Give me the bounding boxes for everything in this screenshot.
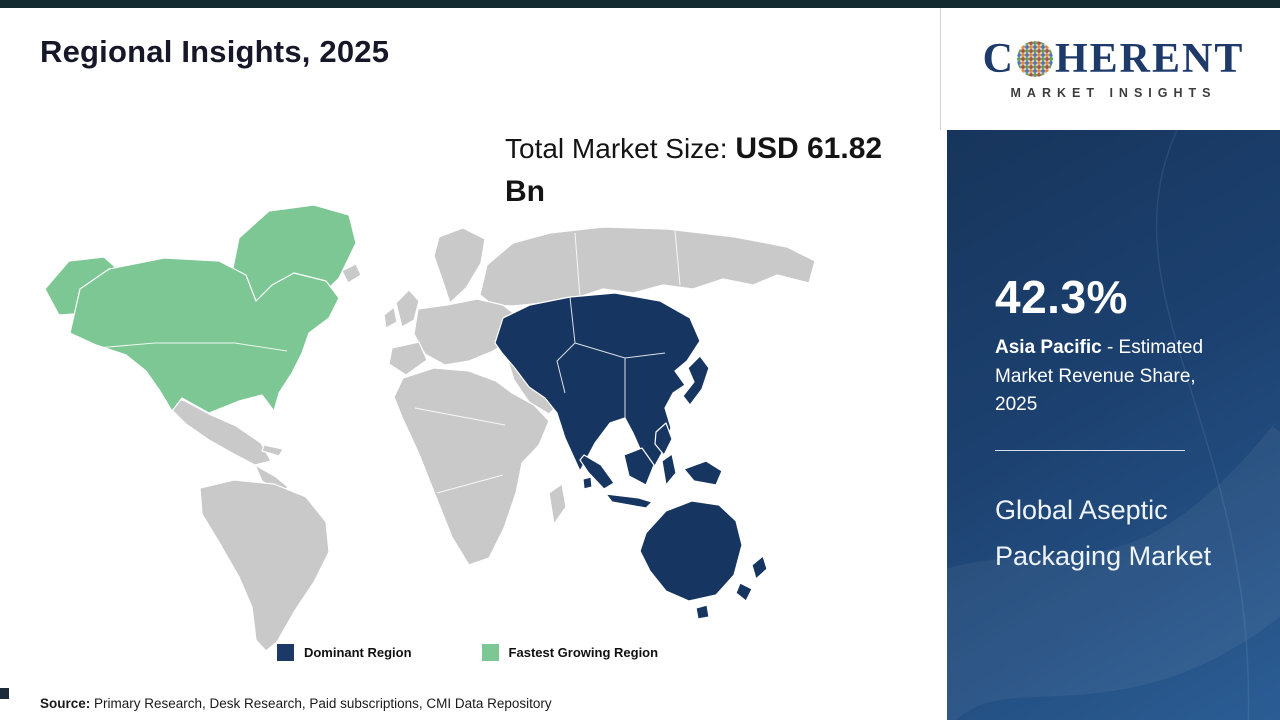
fastest-growing-region-swatch [481, 644, 499, 661]
source-label: Source: [40, 696, 91, 711]
total-market-size-label: Total Market Size: [505, 133, 736, 164]
main-content-area: Regional Insights, 2025 Total Market Siz… [0, 8, 935, 720]
map-border-lines-africa [414, 407, 506, 494]
map-region-iberia [388, 341, 428, 376]
corner-accent-mark [0, 688, 9, 699]
map-region-sulawesi [661, 453, 677, 486]
source-line: Source: Primary Research, Desk Research,… [40, 696, 552, 711]
dominant-region-swatch [276, 644, 294, 661]
brand-logo: C HERENT MARKET INSIGHTS [947, 8, 1280, 130]
top-accent-bar [0, 0, 1280, 8]
world-map [44, 204, 816, 652]
brand-wordmark: C HERENT [983, 38, 1245, 80]
stats-panel: 42.3% Asia Pacific - Estimated Market Re… [947, 130, 1280, 720]
legend-item-fastest-growing: Fastest Growing Region [481, 644, 659, 661]
legend: Dominant Region Fastest Growing Region [0, 644, 935, 661]
map-region-scandinavia [433, 227, 486, 304]
market-share-value: 42.3% [995, 271, 1128, 323]
panel-divider-line [995, 449, 1185, 451]
market-share-desc-text: - Estimated Market Revenue Share, 2025 [995, 337, 1204, 415]
map-region-ireland [383, 306, 398, 329]
map-border-us-canada [84, 342, 288, 352]
map-region-south-america [199, 479, 330, 652]
map-region-japan [682, 355, 710, 406]
panel-swoosh-decoration [947, 130, 1280, 720]
map-region-africa [393, 367, 550, 566]
wordmark-part2: HERENT [1054, 36, 1245, 82]
fastest-growing-region-label: Fastest Growing Region [508, 645, 659, 660]
map-region-uk [395, 289, 420, 328]
map-region-new-zealand-north [751, 555, 768, 580]
map-region-tasmania [695, 604, 710, 620]
legend-item-dominant: Dominant Region [276, 644, 412, 661]
map-region-sumatra [579, 454, 615, 490]
market-share-description: Asia Pacific - Estimated Market Revenue … [995, 334, 1235, 420]
map-border-lines-asia [556, 296, 666, 418]
market-share-region: Asia Pacific [995, 337, 1102, 358]
map-region-australia [639, 500, 743, 602]
map-border-lines-russia [574, 230, 681, 299]
page-title: Regional Insights, 2025 [40, 34, 390, 69]
stats-panel-content: 42.3% Asia Pacific - Estimated Market Re… [947, 130, 1280, 579]
map-region-mexico [160, 392, 272, 466]
map-region-iceland [341, 263, 362, 284]
brand-subtitle: MARKET INSIGHTS [1010, 86, 1217, 100]
map-region-borneo [623, 447, 655, 486]
map-region-philippines [654, 422, 673, 456]
map-region-cuba [261, 444, 284, 457]
sidebar-divider-line [940, 8, 941, 130]
total-market-size: Total Market Size: USD 61.82 Bn [505, 128, 910, 213]
wordmark-part1: C [982, 36, 1015, 82]
total-market-size-value: USD 61.82 Bn [505, 132, 883, 208]
market-name: Global Aseptic Packaging Market [995, 494, 1212, 571]
map-region-madagascar [548, 483, 567, 525]
dotted-globe-icon [1016, 41, 1053, 77]
map-region-russia [479, 226, 816, 307]
map-region-sri-lanka [582, 476, 593, 490]
map-region-new-zealand-south [735, 582, 753, 602]
map-region-north-america [69, 257, 340, 414]
source-text: Primary Research, Desk Research, Paid su… [90, 696, 552, 711]
map-region-new-guinea [683, 460, 723, 486]
map-region-java [605, 493, 653, 509]
dominant-region-label: Dominant Region [303, 645, 412, 660]
